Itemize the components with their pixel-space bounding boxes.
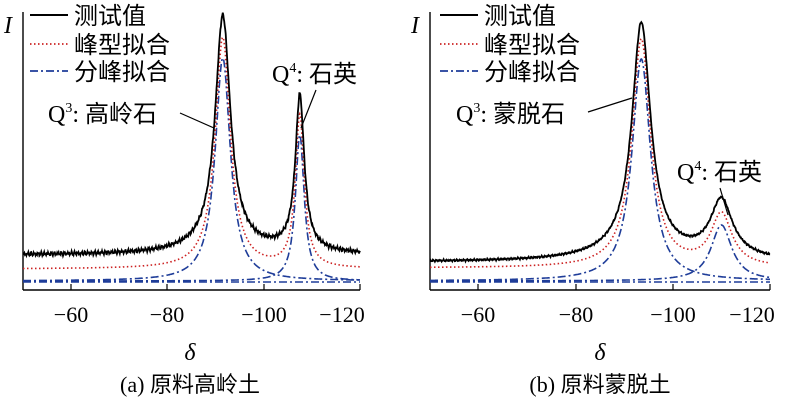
panel-a-q3-label: Q: [48, 102, 65, 128]
panel-b-q4-rest: : 石英: [701, 159, 762, 186]
panel-b-legend-label-measured: 测试值: [484, 3, 556, 30]
panel-a-q3-sup: 3: [65, 101, 72, 116]
panel-a-legend-label-fit: 峰型拟合: [74, 32, 170, 59]
panel-b-q3-rest: : 蒙脱石: [480, 101, 565, 128]
panel-b-q3-sup: 3: [473, 101, 480, 116]
panel-b-x-label: δ: [594, 340, 606, 366]
panel-a-ticks: [70, 284, 361, 290]
panel-a-caption: (a) 原料高岭土: [120, 372, 260, 397]
panel-b-fit-curve: [430, 37, 771, 269]
panel-a-legend-label-deconv: 分峰拟合: [74, 59, 170, 86]
panel-b-q3-annotation: Q3: 蒙脱石: [456, 101, 565, 128]
panel-b-caption: (b) 原料蒙脱土: [529, 372, 670, 397]
panel-a-x-label: δ: [184, 340, 196, 366]
panel-b-tick-label--120: −120: [729, 302, 774, 327]
panel-b-q3-leader: [587, 97, 633, 113]
panel-a-q3-annotation: Q3: 高岭石: [48, 101, 157, 128]
panel-a-y-label: I: [3, 13, 13, 39]
panel-b-deconv-peak-q3: [430, 57, 770, 282]
panel-a-q4-annotation: Q4: 石英: [272, 61, 357, 88]
panel-a-legend-label-measured: 测试值: [74, 3, 146, 30]
panel-b-q4-leader: [719, 187, 729, 216]
panel-b-legend-label-deconv: 分峰拟合: [484, 59, 580, 86]
panel-a: −60 −80 −100 −120 I δ (a) 原料高岭土 测试值 峰型拟合…: [3, 3, 365, 397]
panel-a-measured-curve: [22, 12, 361, 259]
panel-b-legend-label-fit: 峰型拟合: [484, 32, 580, 59]
panel-b-q4-annotation: Q4: 石英: [677, 159, 762, 186]
panel-b-y-label: I: [410, 13, 420, 39]
panel-a-q3-leader: [179, 112, 215, 129]
panel-a-q4-leader: [300, 89, 317, 129]
panel-a-q3-rest: : 高岭石: [72, 101, 157, 128]
panel-b-q4-label: Q: [677, 160, 694, 186]
panel-a-q4-rest: : 石英: [296, 61, 357, 88]
panel-b-ticks: [477, 284, 771, 290]
panel-a-tick-label--100: −100: [241, 302, 286, 327]
panel-b-deconv-peak-q4: [430, 224, 771, 282]
panel-a-deconv-peak-q3: [23, 56, 360, 282]
panel-b-q4-sup: 4: [694, 159, 701, 174]
panel-a-q4-label: Q: [272, 62, 289, 88]
panel-b-tick-label--80: −80: [559, 302, 593, 327]
panel-a-deconv-peak-q4: [23, 132, 360, 282]
panel-a-q4-sup: 4: [289, 61, 296, 76]
panel-a-tick-label--60: −60: [54, 302, 88, 327]
panel-a-fit-curve: [23, 36, 360, 270]
panel-b-tick-label--60: −60: [461, 302, 495, 327]
panel-b: −60 −80 −100 −120 I δ (b) 原料蒙脱土 测试值 峰型拟合…: [410, 3, 775, 397]
panel-b-measured-curve: [429, 20, 771, 264]
panel-a-tick-label--80: −80: [150, 302, 184, 327]
panel-a-tick-label--120: −120: [319, 302, 364, 327]
panel-b-tick-label--100: −100: [650, 302, 695, 327]
panel-b-q3-label: Q: [456, 102, 473, 128]
